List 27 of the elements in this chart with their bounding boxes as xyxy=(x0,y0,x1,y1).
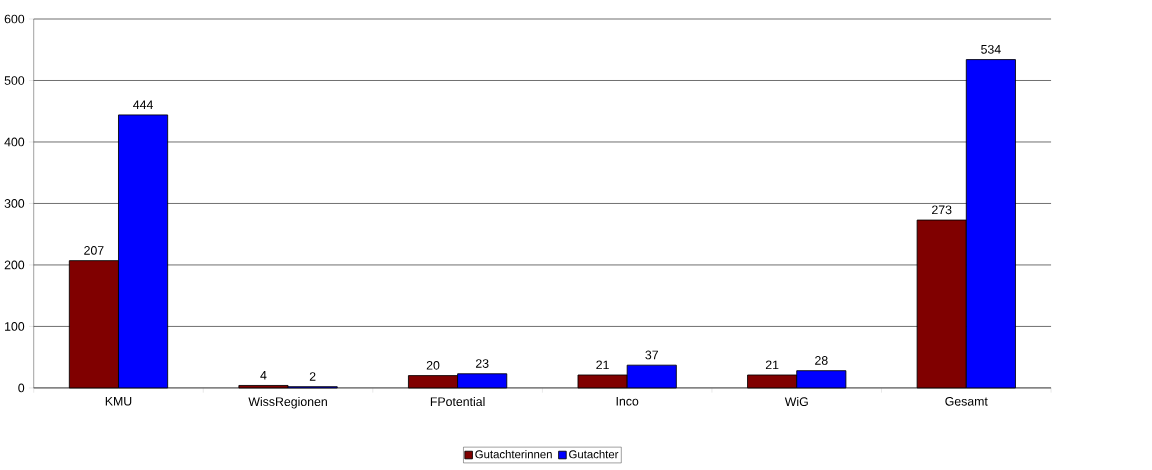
y-tick-label: 400 xyxy=(4,137,25,147)
x-tick-label: Gesamt xyxy=(945,397,988,406)
y-tick-label: 300 xyxy=(4,199,25,208)
y-tick-label: 0 xyxy=(18,383,25,393)
data-label: 21 xyxy=(765,360,779,370)
data-label: 23 xyxy=(475,359,489,369)
x-tick-label: WissRegionen xyxy=(248,397,327,409)
x-tick-label: Inco xyxy=(616,397,639,406)
y-tick-label: 200 xyxy=(4,260,25,270)
data-label: 20 xyxy=(426,361,440,370)
data-label: 21 xyxy=(596,360,609,370)
y-tick-label: 100 xyxy=(5,322,25,331)
data-label: 273 xyxy=(932,205,952,215)
data-label: 534 xyxy=(981,45,1001,54)
y-tick-label: 600 xyxy=(4,14,25,24)
x-tick-label: KMU xyxy=(105,397,132,406)
legend-label: Gutachter xyxy=(569,450,619,459)
data-label: 2 xyxy=(309,372,316,381)
y-tick-label: 500 xyxy=(4,76,25,86)
data-label: 28 xyxy=(815,356,828,365)
legend-label: Gutachterinnen xyxy=(475,450,552,459)
data-label: 37 xyxy=(645,350,658,360)
data-label: 444 xyxy=(133,100,153,110)
x-tick-label: FPotential xyxy=(430,397,485,407)
data-label: 4 xyxy=(260,371,267,380)
data-label: 207 xyxy=(84,246,104,255)
x-tick-label: WiG xyxy=(784,397,808,407)
